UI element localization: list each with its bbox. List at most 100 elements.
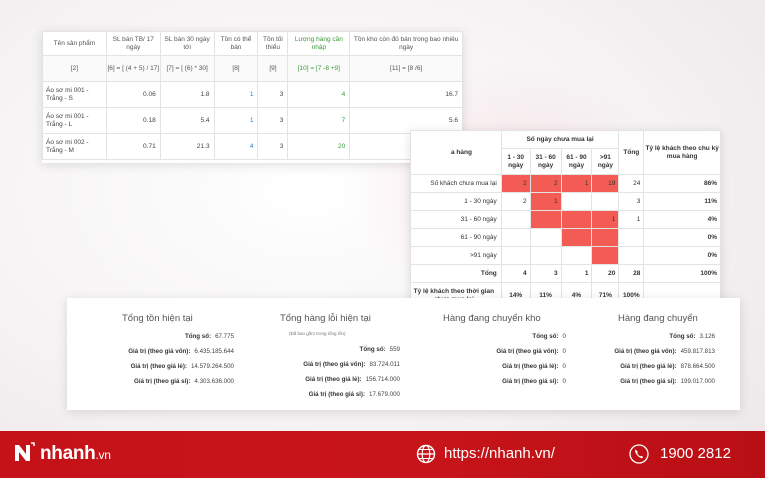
- summary-value: 459.817.813: [680, 348, 715, 355]
- heat-cell: 2: [529, 174, 562, 193]
- heat-cell: 1: [560, 174, 593, 193]
- table-row: Số khách chưa mua lại 2 2 1 19 24 86%: [410, 174, 721, 193]
- summary-item: Giá trị (theo giá vốn): 0: [496, 348, 566, 355]
- heat-cell: 1: [591, 210, 620, 229]
- total-cell: [618, 228, 645, 247]
- summary-item: Tổng số: 3.126: [669, 333, 715, 340]
- days-remaining-cell: 16.7: [349, 81, 463, 108]
- summary-item: Tổng số: 559: [360, 346, 400, 353]
- summary-value: 199.017.000: [680, 378, 715, 385]
- product-name: Áo sơ mi 002 - Trắng - M: [42, 133, 107, 160]
- heat-cell: [500, 246, 531, 265]
- avg-sold-cell: 0.06: [105, 81, 161, 108]
- summary-key: Tổng số:: [669, 333, 696, 340]
- next-30-cell: 5.4: [159, 107, 215, 134]
- need-import-cell: 4: [287, 81, 351, 108]
- total-cell: 1: [618, 210, 645, 229]
- brand-name: nhanh: [40, 443, 96, 464]
- row-label: >91 ngày: [410, 246, 502, 265]
- retention-card: a hàng Số ngày chưa mua lại Tổng Tỷ lệ k…: [410, 130, 721, 308]
- stock-summary-card: Tổng tồn hiện tại Tổng số: 67.775 Giá trị…: [67, 298, 740, 410]
- heat-cell: 19: [591, 174, 620, 193]
- summary-key: Giá trị (theo giá vốn):: [614, 348, 677, 355]
- formula-row: [2] [6] = [ (4 + 5) / 17] [7] = [ (6) * …: [42, 55, 463, 82]
- header-available: Tồn có thể bán: [213, 31, 259, 56]
- min-stock-cell: 3: [257, 81, 289, 108]
- row-label: 31 - 60 ngày: [410, 210, 502, 229]
- avg-sold-cell: 0.18: [105, 107, 161, 134]
- summary-key: Giá trị (theo giá sỉ):: [620, 378, 677, 385]
- total-cell: 4: [500, 264, 531, 283]
- table-row: 31 - 60 ngày 1 1 4%: [410, 210, 721, 229]
- summary-value: 3.126: [699, 333, 715, 340]
- header-cycle-ratio: Tỷ lệ khách theo chu kỳ mua hàng: [643, 130, 721, 175]
- summary-value: 17.679.000: [369, 391, 400, 398]
- table-row: >91 ngày 0%: [410, 246, 721, 265]
- phone-icon: [629, 444, 649, 464]
- header-next-30: SL bán 30 ngày tới: [159, 31, 215, 56]
- summary-key: Tổng số:: [184, 333, 212, 340]
- summary-value: 0: [562, 348, 566, 355]
- formula-cell: [8]: [213, 55, 259, 82]
- footer-banner: nhanh.vn https://nhanh.vn/ 1900 2812: [0, 431, 765, 478]
- summary-value: 4.303.636.000: [194, 378, 234, 385]
- table-row: 61 - 90 ngày 0%: [410, 228, 721, 247]
- min-stock-cell: 3: [257, 133, 289, 160]
- header-days-not-returned: Số ngày chưa mua lại: [500, 130, 620, 149]
- summary-value: 0: [562, 378, 566, 385]
- heat-cell: [500, 228, 531, 247]
- total-cell: 3: [529, 264, 562, 283]
- row-label: Tổng: [410, 264, 502, 283]
- table-row: Áo sơ mi 001 - Trắng - L 0.18 5.4 1 3 7 …: [42, 107, 463, 134]
- summary-item: Giá trị (theo giá lẻ): 878.664.500: [620, 363, 715, 370]
- brand-tld: .vn: [95, 448, 111, 462]
- summary-item: Giá trị (theo giá vốn): 459.817.813: [614, 348, 715, 355]
- summary-key: Giá trị (theo giá lẻ):: [305, 376, 362, 383]
- row-label: 1 - 30 ngày: [410, 192, 502, 211]
- ratio-cell: 0%: [643, 228, 721, 247]
- summary-value: 559: [389, 346, 400, 353]
- summary-item: Giá trị (theo giá vốn): 6.435.185.644: [128, 348, 234, 355]
- header-range: 31 - 60 ngày: [529, 148, 562, 175]
- summary-value: 0: [562, 333, 566, 340]
- summary-item: Giá trị (theo giá lẻ): 0: [502, 363, 566, 370]
- formula-cell: [9]: [257, 55, 289, 82]
- summary-item: Giá trị (theo giá sỉ): 4.303.636.000: [134, 378, 234, 385]
- header-min-stock: Tồn tối thiểu: [257, 31, 289, 56]
- table-row: 1 - 30 ngày 2 1 3 11%: [410, 192, 721, 211]
- hotline-number[interactable]: 1900 2812: [660, 445, 731, 462]
- need-import-cell: 20: [287, 133, 351, 160]
- available-cell: 4: [213, 133, 259, 160]
- product-name: Áo sơ mi 001 - Trắng - L: [42, 107, 107, 134]
- header-range: >91 ngày: [591, 148, 620, 175]
- summary-key: Giá trị (theo giá sỉ):: [502, 378, 559, 385]
- heat-cell: [560, 246, 593, 265]
- website-link[interactable]: https://nhanh.vn/: [444, 445, 555, 462]
- ratio-cell: 0%: [643, 246, 721, 265]
- row-label: 61 - 90 ngày: [410, 228, 502, 247]
- summary-title-transfer-warehouse: Hàng đang chuyển kho: [443, 313, 541, 324]
- heat-cell: [560, 192, 593, 211]
- heat-cell: [591, 228, 620, 247]
- available-cell: 1: [213, 81, 259, 108]
- summary-key: Giá trị (theo giá lẻ):: [502, 363, 559, 370]
- next-30-cell: 21.3: [159, 133, 215, 160]
- heat-cell: [529, 228, 562, 247]
- total-cell: 20: [591, 264, 620, 283]
- total-cell: 24: [618, 174, 645, 193]
- summary-value: 0: [562, 363, 566, 370]
- heat-cell: [500, 210, 531, 229]
- summary-value: 6.435.185.644: [194, 348, 234, 355]
- summary-key: Tổng số:: [359, 346, 386, 353]
- need-import-cell: 7: [287, 107, 351, 134]
- heat-cell: 1: [529, 192, 562, 211]
- summary-item: Giá trị (theo giá vốn): 83.724.011: [303, 361, 400, 368]
- total-cell: [618, 246, 645, 265]
- ratio-cell: 4%: [643, 210, 721, 229]
- summary-item: Giá trị (theo giá sỉ): 17.679.000: [309, 391, 400, 398]
- summary-key: Giá trị (theo giá vốn):: [303, 361, 366, 368]
- available-cell: 1: [213, 107, 259, 134]
- summary-key: Giá trị (theo giá lẻ):: [620, 363, 677, 370]
- summary-value: 878.664.500: [680, 363, 715, 370]
- header-need-import: Lượng hàng cần nhập: [287, 31, 351, 56]
